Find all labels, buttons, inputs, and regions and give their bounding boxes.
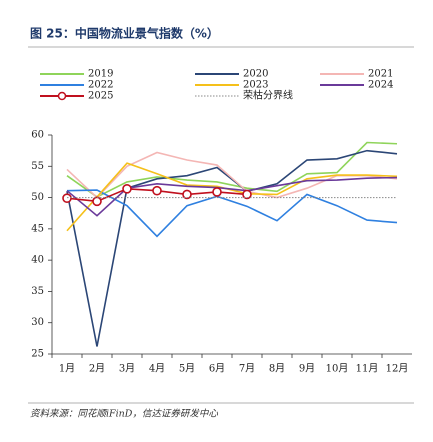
point: [212, 187, 222, 197]
x-tick-label: 5月: [179, 363, 195, 375]
y-tick-label: 30: [31, 317, 44, 328]
x-tick-label: 12月: [386, 363, 409, 375]
x-tick-label: 2月: [89, 363, 105, 375]
point: [122, 184, 132, 194]
series-line: [66, 149, 398, 347]
y-tick-label: 50: [31, 192, 44, 203]
x-tick-label: 1月: [59, 363, 75, 375]
y-tick-label: 55: [31, 161, 44, 172]
series-line: [66, 162, 398, 232]
x-tick-label: 7月: [239, 363, 255, 375]
series-line: [66, 176, 398, 217]
point: [152, 185, 162, 196]
x-tick-label: 11月: [356, 363, 379, 375]
x-tick-label: 9月: [299, 363, 315, 375]
legend-label: 2025: [88, 91, 113, 102]
x-tick-label: 6月: [209, 363, 225, 375]
y-tick-label: 60: [31, 130, 44, 141]
legend-label: 2022: [88, 80, 113, 91]
y-tick-label: 45: [31, 223, 44, 234]
legend-label: 2021: [368, 69, 393, 80]
legend-label: 2020: [243, 69, 268, 80]
legend-label: 2019: [88, 69, 113, 80]
series-line: [66, 189, 398, 238]
x-tick-label: 10月: [326, 363, 349, 375]
y-tick-label: 35: [31, 286, 44, 297]
y-tick-label: 25: [31, 349, 44, 360]
legend-label: 2023: [243, 80, 268, 91]
source: 资料来源：同花顺iFinD，信达证券研发中心: [30, 408, 218, 420]
point: [242, 189, 252, 200]
series-line: [66, 141, 398, 198]
y-tick-label: 40: [31, 255, 44, 266]
legend-label: 2024: [368, 80, 393, 91]
legend-label: 荣枯分界线: [243, 89, 293, 102]
x-tick-label: 3月: [119, 363, 135, 375]
chart-title: 图 25：中国物流业景气指数（%）: [30, 26, 219, 41]
x-tick-label: 8月: [269, 363, 285, 375]
x-tick-label: 4月: [149, 363, 165, 375]
legend-marker: [57, 91, 67, 101]
point: [92, 196, 102, 207]
point: [182, 189, 192, 200]
point: [62, 193, 72, 203]
